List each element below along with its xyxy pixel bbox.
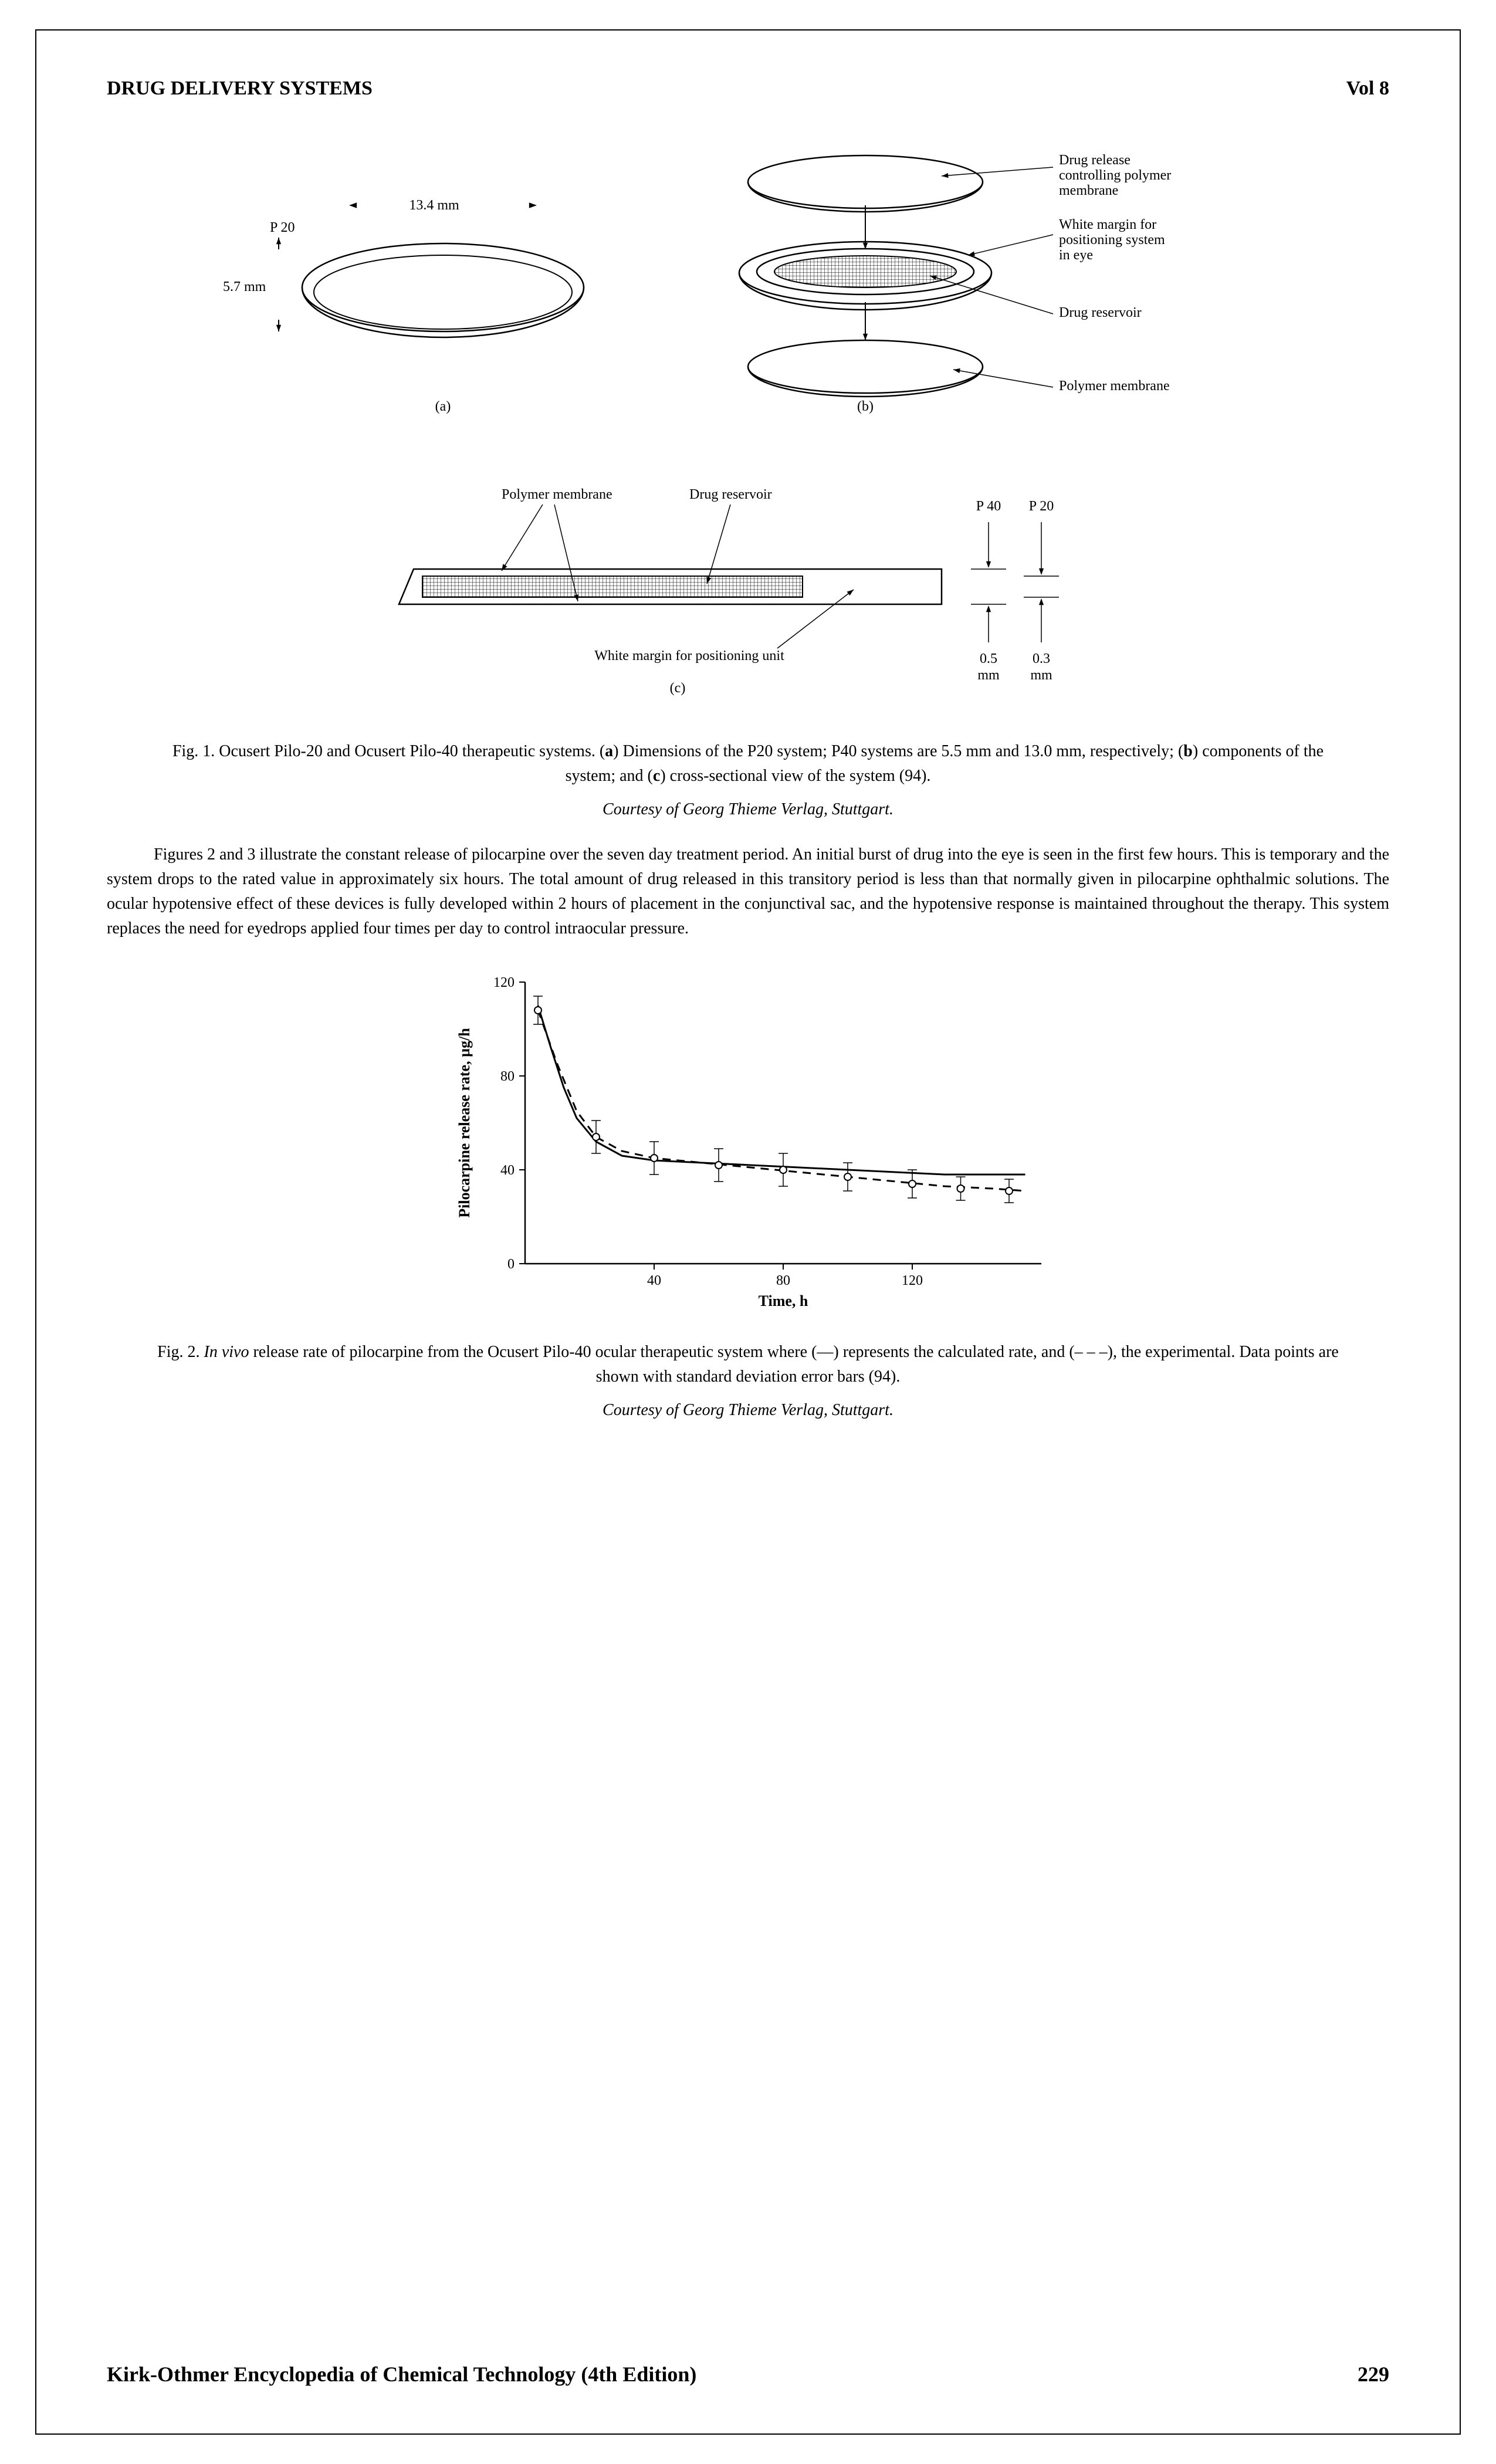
fig1-cap-prefix: Fig. 1. Ocusert Pilo-20 and Ocusert Pilo… — [172, 742, 605, 760]
svg-text:(c): (c) — [670, 681, 686, 696]
svg-text:Drug release: Drug release — [1059, 153, 1131, 168]
svg-text:0: 0 — [507, 1257, 515, 1272]
figure-2: 0 40 80 120 40 80 120 Time, h Pilocarpine releas… — [107, 959, 1389, 1322]
svg-text:80: 80 — [500, 1069, 515, 1084]
body-paragraph-text: Figures 2 and 3 illustrate the constant … — [107, 845, 1389, 937]
fig1-cap-c: c — [653, 767, 660, 785]
svg-text:13.4 mm: 13.4 mm — [409, 198, 459, 213]
svg-text:0.3: 0.3 — [1033, 651, 1050, 666]
svg-text:Drug reservoir: Drug reservoir — [1059, 305, 1142, 320]
svg-text:positioning system: positioning system — [1059, 232, 1165, 248]
figure-1: 13.4 mm P 20 5.7 mm (a) Drug releasecontroll… — [107, 135, 1389, 722]
svg-text:P 20: P 20 — [270, 220, 295, 235]
svg-text:120: 120 — [902, 1273, 923, 1288]
fig2-cap-italic: In vivo — [204, 1343, 249, 1361]
svg-text:controlling polymer: controlling polymer — [1059, 168, 1171, 183]
figure-2-courtesy: Courtesy of Georg Thieme Verlag, Stuttga… — [107, 1401, 1389, 1420]
svg-text:P 40: P 40 — [976, 499, 1001, 514]
svg-text:P 20: P 20 — [1029, 499, 1054, 514]
svg-text:(b): (b) — [857, 399, 874, 414]
svg-text:mm: mm — [977, 668, 1000, 683]
svg-text:Drug reservoir: Drug reservoir — [689, 487, 772, 502]
page-frame: DRUG DELIVERY SYSTEMS Vol 8 13.4 mm P 20 5… — [35, 29, 1461, 2435]
svg-text:membrane: membrane — [1059, 183, 1118, 198]
svg-text:White margin for positioning u: White margin for positioning unit — [594, 648, 784, 664]
fig1-cap-b: b — [1183, 742, 1193, 760]
fig1-cap-a: a — [605, 742, 613, 760]
svg-text:120: 120 — [493, 975, 515, 990]
svg-text:40: 40 — [500, 1163, 515, 1178]
footer-page-number: 229 — [1358, 2362, 1389, 2387]
page-header: DRUG DELIVERY SYSTEMS Vol 8 — [107, 77, 1389, 100]
page-footer: Kirk-Othmer Encyclopedia of Chemical Tec… — [107, 2362, 1389, 2387]
figure-1-courtesy: Courtesy of Georg Thieme Verlag, Stuttga… — [107, 800, 1389, 819]
svg-text:White margin for: White margin for — [1059, 217, 1156, 232]
svg-text:Time, h: Time, h — [759, 1292, 808, 1309]
footer-book-title: Kirk-Othmer Encyclopedia of Chemical Tec… — [107, 2362, 696, 2387]
svg-text:in eye: in eye — [1059, 248, 1093, 263]
svg-text:mm: mm — [1030, 668, 1052, 683]
svg-text:(a): (a) — [435, 399, 451, 414]
svg-text:80: 80 — [776, 1273, 790, 1288]
fig2-cap-rest: release rate of pilocarpine from the Ocu… — [249, 1343, 1338, 1386]
fig1-cap-end: ) cross-sectional view of the system (94… — [660, 767, 930, 785]
figure-2-svg: 0 40 80 120 40 80 120 Time, h Pilocarpine releas… — [425, 959, 1071, 1322]
body-paragraph: Figures 2 and 3 illustrate the constant … — [107, 842, 1389, 941]
fig1-cap-mid1: ) Dimensions of the P20 system; P40 syst… — [613, 742, 1183, 760]
svg-text:Pilocarpine release rate, µg/h: Pilocarpine release rate, µg/h — [456, 1028, 473, 1218]
svg-text:Polymer membrane: Polymer membrane — [502, 487, 612, 502]
figure-1-caption: Fig. 1. Ocusert Pilo-20 and Ocusert Pilo… — [154, 739, 1342, 788]
header-title: DRUG DELIVERY SYSTEMS — [107, 77, 373, 100]
svg-text:0.5: 0.5 — [980, 651, 997, 666]
svg-text:40: 40 — [647, 1273, 661, 1288]
header-volume: Vol 8 — [1346, 77, 1389, 100]
figure-2-caption: Fig. 2. In vivo release rate of pilocarp… — [154, 1340, 1342, 1389]
fig2-cap-prefix: Fig. 2. — [157, 1343, 204, 1361]
svg-text:Polymer membrane: Polymer membrane — [1059, 378, 1170, 394]
svg-text:5.7 mm: 5.7 mm — [223, 279, 266, 295]
figure-1-svg: 13.4 mm P 20 5.7 mm (a) Drug releasecontroll… — [191, 135, 1305, 722]
